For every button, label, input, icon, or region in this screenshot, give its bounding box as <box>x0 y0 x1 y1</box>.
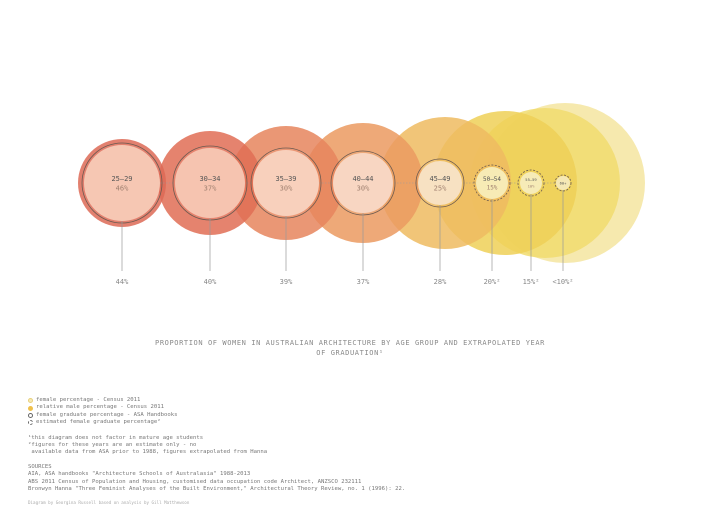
legend-label-female: female percentage - Census 2011 <box>36 397 141 403</box>
census-value-label: 15%² <box>523 278 540 286</box>
age-group-label: 60+ <box>560 181 568 186</box>
graduate-circle <box>253 150 319 216</box>
graduate-circle <box>333 153 393 213</box>
graduate-pct-label: 46% <box>116 185 129 193</box>
graduate-circle <box>84 145 160 221</box>
age-group-label: 45–49 <box>429 175 450 183</box>
graduate-pct-label: 37% <box>204 185 217 193</box>
age-group-label: 55–59 <box>525 177 537 182</box>
sources: SOURCES AIA, ASA handbooks "Architecture… <box>28 464 405 494</box>
legend-swatch-estimated-icon <box>28 420 33 426</box>
graduate-pct-label: 10% <box>528 183 536 188</box>
diagram-title: PROPORTION OF WOMEN IN AUSTRALIAN ARCHIT… <box>150 338 550 358</box>
legend-label-estimated: estimated female graduate percentage² <box>36 419 161 426</box>
graduate-circles-layer: 25–29 46% 30–34 37% 35–39 30% 40–44 30% 45–49 25%… <box>81 142 572 224</box>
legend-label-graduate: female graduate percentage - ASA Handboo… <box>36 411 178 418</box>
diagram-title-line2: OF GRADUATION¹ <box>316 349 384 357</box>
legend-swatch-graduate-icon <box>28 413 33 419</box>
age-group-label: 25–29 <box>111 175 132 183</box>
legend-item-estimated: estimated female graduate percentage² <box>28 419 177 426</box>
age-group-label: 40–44 <box>352 175 373 183</box>
census-value-label: 20%² <box>484 278 501 286</box>
diagram-title-line1: PROPORTION OF WOMEN IN AUSTRALIAN ARCHIT… <box>155 339 545 347</box>
graduate-circle <box>175 148 245 218</box>
legend-item-female: female percentage - Census 2011 <box>28 397 177 404</box>
source-3: Bronwyn Hanna "Three Feminist Analyses o… <box>28 486 406 493</box>
graduate-circle <box>520 172 542 194</box>
census-value-label: 44% <box>116 278 129 286</box>
sources-heading: SOURCES <box>28 464 52 470</box>
age-group-label: 35–39 <box>275 175 296 183</box>
legend-item-male: relative male percentage - Census 2011 <box>28 404 177 411</box>
source-2: ABS 2011 Census of Population and Housin… <box>28 478 362 485</box>
census-value-label: 39% <box>280 278 293 286</box>
graduate-pct-label: 30% <box>280 185 293 193</box>
footnotes: ¹this diagram does not factor in mature … <box>28 435 267 457</box>
graduate-pct-label: 15% <box>487 185 498 192</box>
legend-label-male: relative male percentage - Census 2011 <box>36 404 164 411</box>
legend-item-graduate: female graduate percentage - ASA Handboo… <box>28 412 177 419</box>
census-value-label: 37% <box>357 278 370 286</box>
footnote-2-cont: available data from ASA prior to 1988, f… <box>28 449 268 456</box>
age-group-label: 50–54 <box>483 176 501 183</box>
source-1: AIA, ASA handbooks "Architecture Schools… <box>28 471 251 478</box>
graduate-circle <box>556 176 570 190</box>
graduate-circle <box>418 161 462 205</box>
legend: female percentage - Census 2011 relative… <box>28 397 177 427</box>
census-value-label: <10%² <box>552 278 573 286</box>
census-value-label: 28% <box>434 278 447 286</box>
footnote-2: ²figures for these years are an estimate… <box>28 442 197 449</box>
graduate-circle <box>476 167 508 199</box>
census-value-stems: 44% 40% 39% 37% 28% 20%² 15%² <10%² <box>116 190 574 286</box>
legend-swatch-female-icon <box>28 398 33 404</box>
census-value-label: 40% <box>204 278 217 286</box>
age-group-label: 30–34 <box>199 175 220 183</box>
graduate-ring <box>517 169 545 197</box>
credit-line: Diagram by Georgina Russell based on ana… <box>28 500 190 505</box>
graduate-pct-label: 25% <box>434 185 447 193</box>
legend-swatch-male-icon <box>28 405 33 411</box>
footnote-1: ¹this diagram does not factor in mature … <box>28 435 204 441</box>
graduate-pct-label: 30% <box>357 185 370 193</box>
